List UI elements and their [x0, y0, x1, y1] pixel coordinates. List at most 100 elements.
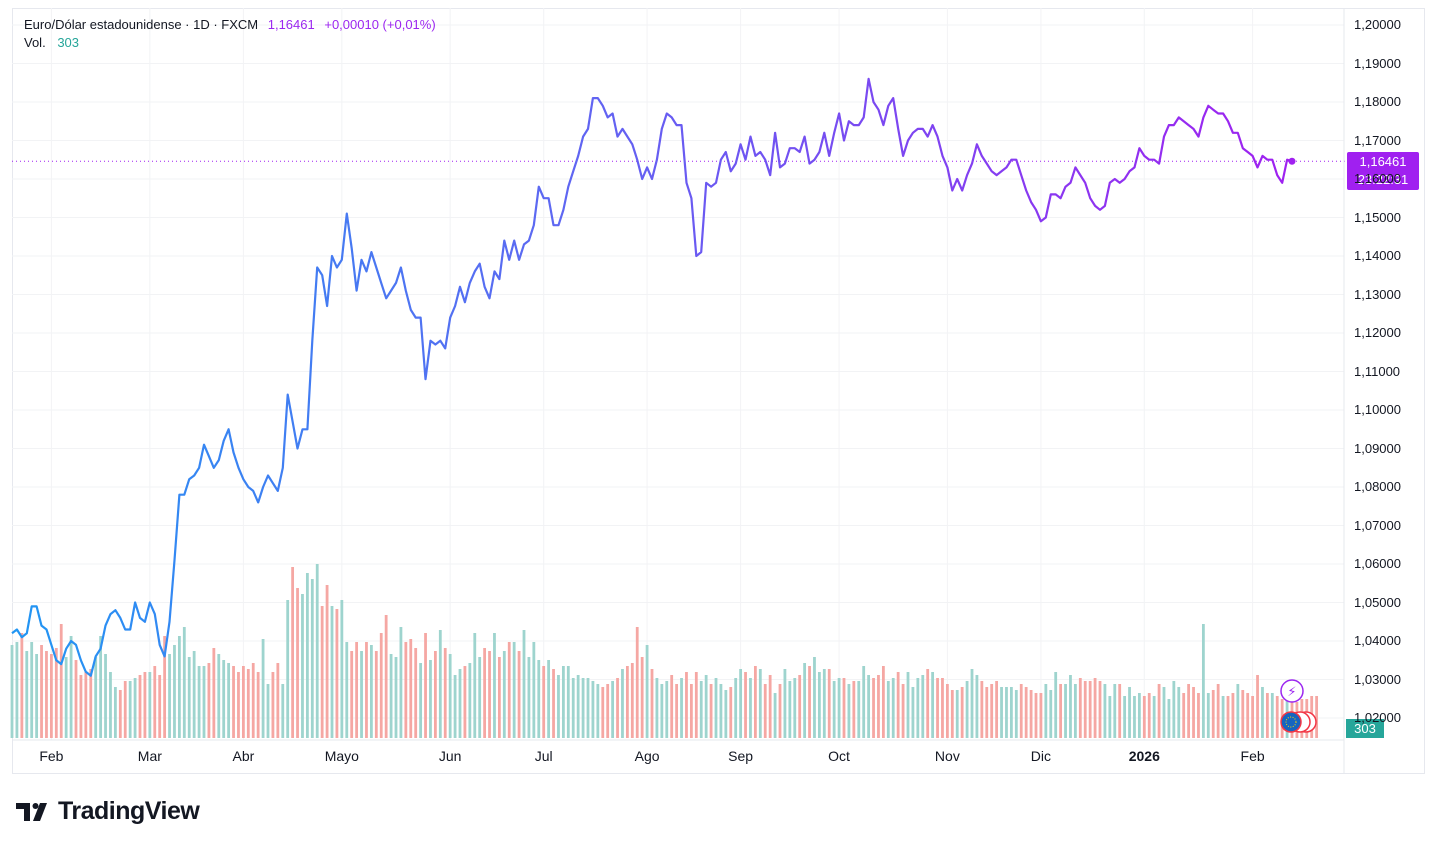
volume-bar: [744, 672, 747, 738]
volume-bar: [374, 651, 378, 738]
volume-bar: [1182, 693, 1186, 738]
volume-bar: [753, 666, 757, 738]
volume-bar: [1201, 624, 1205, 738]
volume-bar: [980, 681, 984, 738]
volume-bar: [862, 666, 866, 738]
volume-bar: [1221, 696, 1225, 738]
volume-bar: [478, 657, 482, 738]
volume-bar: [379, 633, 383, 738]
volume-bar: [1265, 693, 1269, 738]
volume-bar: [1192, 687, 1195, 738]
volume-bar: [601, 687, 605, 738]
volume-bar: [926, 669, 930, 738]
volume-bar: [936, 678, 939, 738]
volume-legend[interactable]: Vol. 303: [24, 35, 79, 50]
volume-bar: [655, 678, 659, 738]
volume-bar: [650, 669, 654, 738]
volume-bar: [586, 678, 590, 738]
volume-bar: [965, 681, 969, 738]
volume-bar: [64, 657, 68, 738]
volume-bar: [552, 669, 555, 738]
x-tick-label: Feb: [39, 748, 64, 764]
volume-bar: [675, 684, 679, 738]
volume-bar: [773, 693, 777, 738]
volume-bar: [419, 663, 423, 738]
x-tick-label: Mayo: [324, 748, 359, 764]
volume-bar: [813, 657, 816, 738]
volume-bar: [1014, 690, 1018, 738]
volume-bar: [1246, 693, 1250, 738]
volume-bar: [1000, 687, 1003, 738]
volume-bar: [488, 651, 491, 738]
volume-bar: [837, 678, 841, 738]
y-tick-label: 1,20000: [1354, 17, 1401, 32]
volume-bar: [20, 633, 24, 738]
volume-bar: [10, 645, 14, 738]
volume-bar: [581, 678, 585, 738]
volume-bar: [739, 669, 743, 738]
volume-bar: [616, 678, 619, 738]
volume-bar: [1078, 678, 1082, 738]
volume-bar: [113, 687, 117, 738]
volume-bar: [463, 666, 467, 738]
volume-bar: [1059, 684, 1063, 738]
volume-bar: [1034, 693, 1038, 738]
y-tick-label: 1,09000: [1354, 440, 1401, 456]
volume-bar: [694, 672, 698, 738]
volume-bar: [606, 684, 610, 738]
volume-bar: [867, 675, 871, 738]
volume-bar: [660, 684, 664, 738]
volume-bar: [566, 666, 570, 738]
y-tick-label: 1,04000: [1354, 633, 1401, 648]
volume-bar: [1167, 699, 1171, 738]
y-tick-label: 1,08000: [1354, 479, 1401, 494]
volume-bar: [468, 663, 472, 738]
volume-tag: 303: [1346, 719, 1384, 738]
tradingview-logo[interactable]: TradingView: [16, 797, 200, 826]
volume-bar: [414, 648, 418, 738]
volume-bar: [1256, 675, 1259, 738]
volume-bar: [355, 642, 359, 738]
volume-bar: [1044, 684, 1048, 738]
volume-bar: [217, 654, 221, 738]
y-tick-label: 1,07000: [1354, 517, 1401, 533]
volume-bar: [227, 663, 231, 738]
x-tick-label: Sep: [728, 748, 754, 764]
volume-bar: [458, 669, 462, 738]
volume-bars: [10, 564, 1319, 738]
lightning-icon[interactable]: [1280, 679, 1304, 703]
y-tick-label: 1,06000: [1354, 556, 1401, 571]
volume-bar: [473, 633, 477, 738]
symbol-title[interactable]: Euro/Dólar estadounidense · 1D · FXCM: [24, 17, 259, 32]
volume-bar: [522, 630, 526, 738]
volume-bar: [680, 678, 683, 738]
volume-bar: [1083, 681, 1087, 738]
volume-bar: [906, 672, 910, 738]
volume-bar: [168, 654, 171, 738]
x-tick-label: Mar: [137, 748, 162, 764]
volume-bar: [305, 573, 309, 738]
volume-bar: [84, 672, 88, 738]
price-series-line[interactable]: [11, 77, 1293, 677]
volume-bar: [576, 675, 580, 738]
indicator-badges[interactable]: ⚡: [1280, 679, 1317, 733]
volume-bar: [950, 690, 954, 738]
x-tick-label: Feb: [1240, 748, 1265, 764]
volume-bar: [45, 651, 48, 738]
volume-bar: [877, 675, 880, 738]
volume-bar: [1152, 696, 1156, 738]
volume-bar: [163, 636, 167, 738]
volume-bar: [1088, 681, 1092, 738]
volume-bar: [384, 615, 388, 738]
symbol-legend[interactable]: Euro/Dólar estadounidense · 1D · FXCM 1,…: [24, 15, 436, 35]
volume-bar: [433, 651, 437, 738]
y-tick-label: 1,13000: [1354, 286, 1401, 302]
volume-bar: [921, 675, 925, 738]
volume-bar: [630, 663, 634, 738]
volume-bar: [1275, 696, 1279, 738]
volume-bar: [443, 648, 447, 738]
eu-flag-icon[interactable]: [1280, 711, 1302, 733]
volume-bar: [453, 675, 457, 738]
volume-bar: [852, 681, 856, 738]
